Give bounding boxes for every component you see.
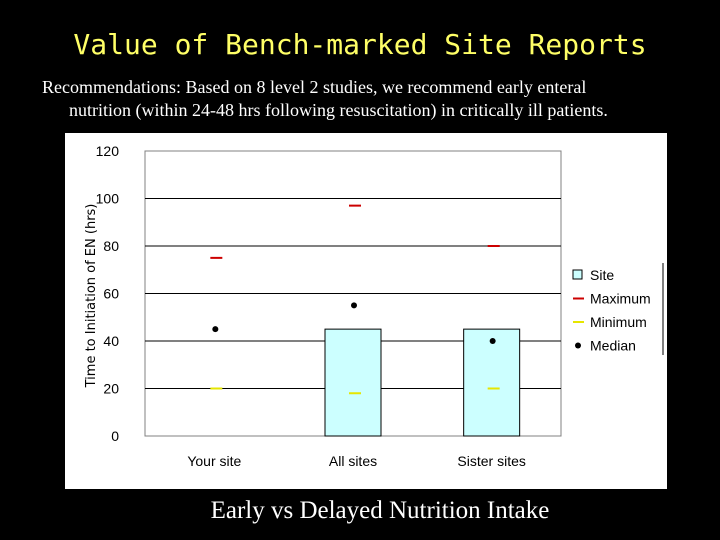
slide-title: Value of Bench-marked Site Reports xyxy=(73,28,647,61)
legend-label: Maximum xyxy=(590,291,651,307)
site-bar xyxy=(324,328,382,437)
site-bar xyxy=(463,328,521,437)
slide-caption: Early vs Delayed Nutrition Intake xyxy=(210,497,550,524)
legend-label: Median xyxy=(590,338,636,354)
chart: 0 20 40 60 80 100 120 Time to Initiation of EN … xyxy=(84,143,664,469)
median-marker xyxy=(212,326,219,333)
y-tick-label: 100 xyxy=(96,191,120,207)
x-tick-label: All sites xyxy=(329,453,377,469)
legend-swatch-median xyxy=(575,342,581,349)
recommendation-line-2: nutrition (within 24-48 hrs following re… xyxy=(69,100,608,120)
y-tick-label: 20 xyxy=(103,381,119,397)
y-tick-label: 40 xyxy=(103,333,119,349)
chart-panel: 0 20 40 60 80 100 120 Time to Initiation of EN … xyxy=(65,133,667,489)
legend-swatch-site xyxy=(572,269,583,280)
recommendation-text: Recommendations: Based on 8 level 2 stud… xyxy=(42,76,702,122)
median-marker xyxy=(351,302,357,309)
recommendation-line-1: Recommendations: Based on 8 level 2 stud… xyxy=(42,77,587,97)
y-tick-label: 120 xyxy=(96,143,120,159)
x-tick-label: Sister sites xyxy=(457,453,525,469)
y-tick-label: 0 xyxy=(111,428,119,444)
y-axis-label: Time to Initiation of EN (hrs) xyxy=(84,204,99,389)
y-tick-label: 80 xyxy=(103,238,119,254)
legend-label: Site xyxy=(590,267,614,283)
median-marker xyxy=(489,338,496,344)
y-tick-label: 60 xyxy=(103,286,119,302)
legend-label: Minimum xyxy=(590,314,647,330)
x-tick-label: Your site xyxy=(187,453,241,469)
